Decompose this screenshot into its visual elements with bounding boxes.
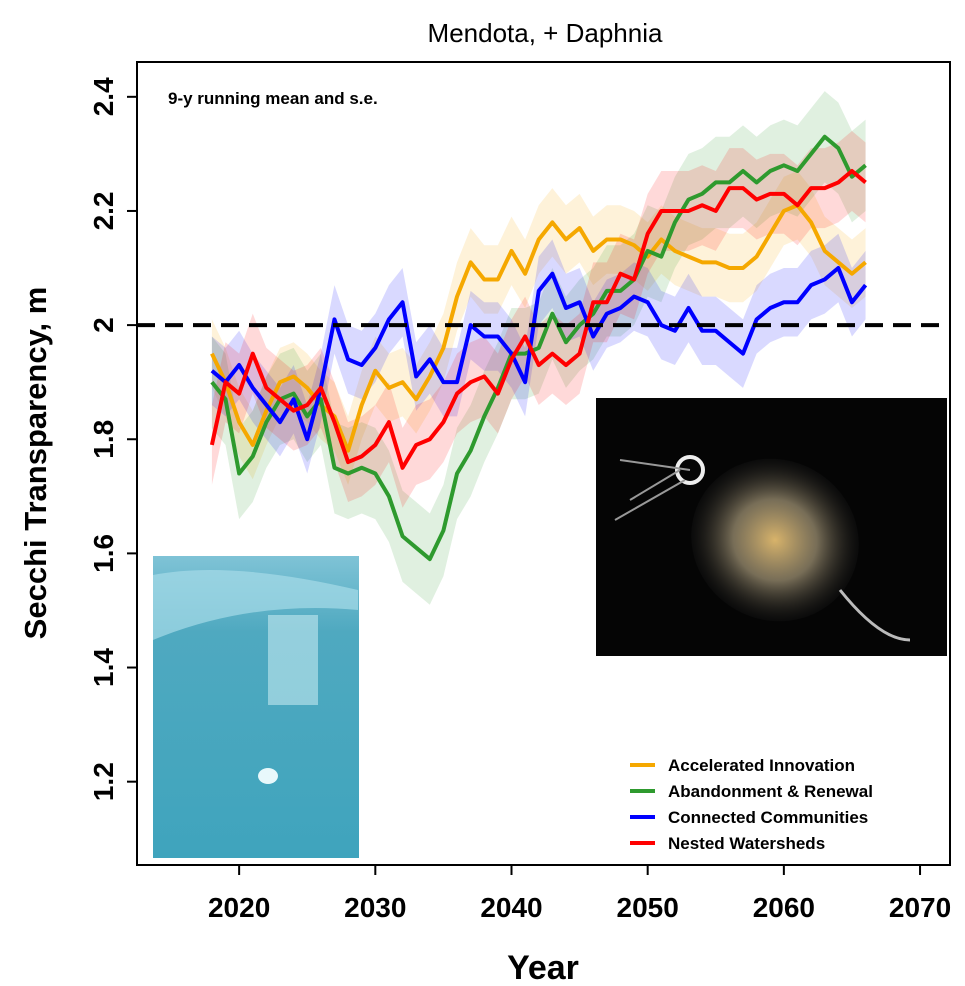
y-tick-label: 1.6	[88, 534, 119, 573]
x-tick-label: 2060	[753, 892, 815, 923]
legend-label: Connected Communities	[668, 808, 868, 827]
y-axis-label: Secchi Transparency, m	[18, 287, 53, 640]
y-tick-label: 1.4	[88, 648, 119, 687]
x-tick-label: 2030	[344, 892, 406, 923]
y-tick-label: 1.2	[88, 762, 119, 801]
x-tick-label: 2020	[208, 892, 270, 923]
y-tick-label: 2.4	[88, 77, 119, 116]
legend-label: Accelerated Innovation	[668, 756, 855, 775]
legend-label: Abandonment & Renewal	[668, 782, 873, 801]
chart: Accelerated Innovation Abandonment & Rene…	[0, 0, 965, 986]
x-tick-label: 2050	[617, 892, 679, 923]
x-tick-label: 2040	[480, 892, 542, 923]
x-tick-label: 2070	[889, 892, 951, 923]
x-axis-label: Year	[507, 949, 579, 986]
y-tick-label: 2	[88, 317, 119, 333]
y-tick-label: 2.2	[88, 191, 119, 230]
chart-title: Mendota, + Daphnia	[428, 18, 663, 48]
legend: Accelerated Innovation Abandonment & Rene…	[630, 756, 873, 853]
annotation: 9-y running mean and s.e.	[168, 89, 378, 108]
legend-label: Nested Watersheds	[668, 834, 825, 853]
water-photo	[153, 556, 359, 858]
daphnia-photo	[596, 398, 947, 656]
y-tick-label: 1.8	[88, 420, 119, 459]
